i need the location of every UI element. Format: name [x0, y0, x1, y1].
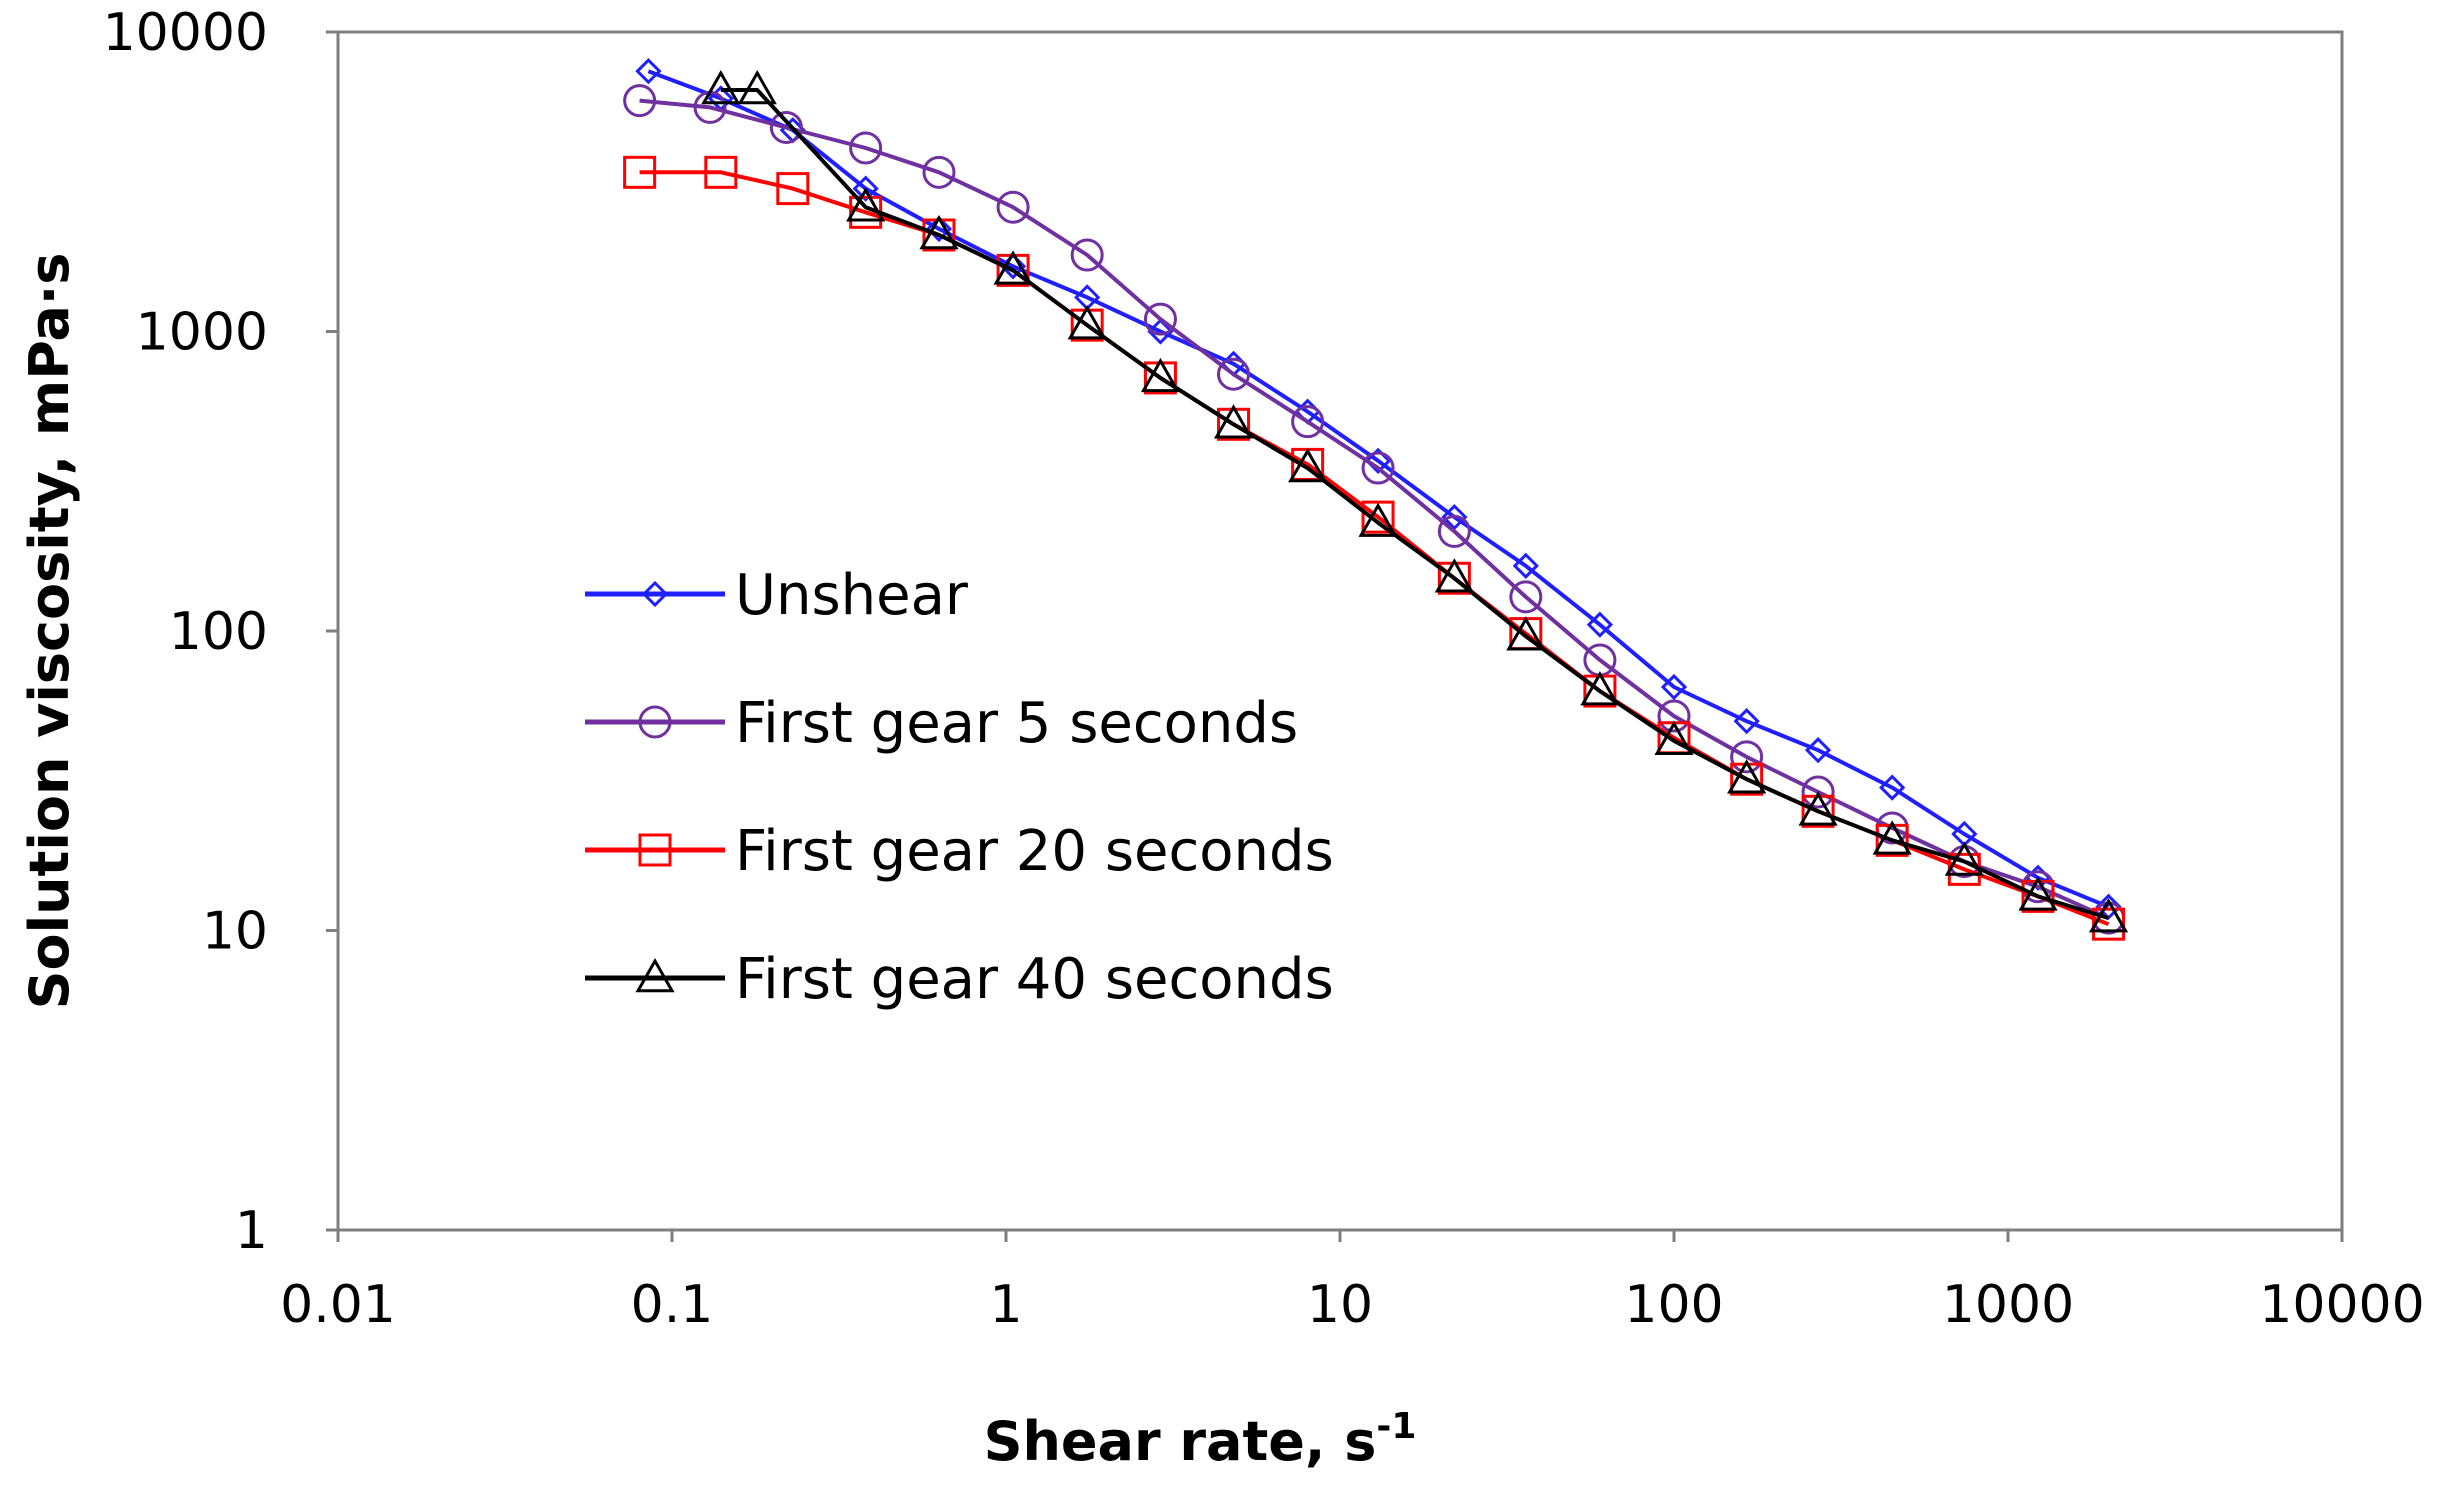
data-point	[1361, 500, 1395, 534]
y-tick-label: 100	[169, 602, 268, 662]
data-point	[1657, 699, 1691, 733]
legend-entry: Unshear	[585, 563, 969, 628]
data-point	[1509, 580, 1543, 614]
data-point	[1798, 791, 1838, 826]
y-axis: 1 10 100 1000 10000	[103, 3, 338, 1261]
data-point	[1361, 451, 1395, 485]
data-point	[769, 110, 803, 144]
data-point	[2018, 876, 2058, 911]
legend-marker	[638, 833, 672, 867]
x-axis-title-superscript: -1	[1376, 1406, 1416, 1447]
data-point	[922, 155, 956, 189]
data-point	[1147, 318, 1174, 345]
data-point	[2092, 907, 2126, 941]
x-axis-title: Shear rate, s-1	[984, 1406, 1417, 1473]
x-tick-label: 10000	[2259, 1275, 2424, 1335]
data-point	[623, 155, 657, 189]
series-2	[623, 84, 2126, 935]
data-point	[1364, 447, 1392, 474]
data-point	[2088, 898, 2129, 933]
data-point	[1213, 404, 1254, 439]
data-point	[1730, 740, 1764, 774]
legend-marker	[641, 580, 669, 608]
data-point	[849, 131, 883, 165]
plot-border	[336, 30, 2344, 1232]
data-point	[919, 214, 959, 250]
data-point	[704, 155, 738, 189]
legend-label: First gear 20 seconds	[735, 819, 1334, 884]
legend-marker	[638, 705, 672, 739]
series-1	[635, 58, 2122, 920]
data-point	[1733, 708, 1760, 735]
x-tick-label: 0.01	[280, 1275, 396, 1335]
data-point	[1441, 504, 1468, 531]
data-point	[1143, 302, 1177, 336]
data-point	[1217, 357, 1251, 391]
y-tick-label: 10	[202, 902, 268, 962]
series-layer	[623, 58, 2129, 941]
series-4	[701, 70, 2129, 933]
data-point	[623, 84, 657, 118]
data-point	[1140, 357, 1181, 393]
data-point	[1067, 305, 1107, 340]
y-axis-title: Solution viscosity, mPa·s	[18, 253, 81, 1010]
x-tick-label: 10	[1307, 1275, 1373, 1335]
y-tick-label: 1000	[136, 303, 268, 363]
series-line	[647, 69, 2110, 909]
data-point	[999, 253, 1027, 280]
data-point	[1801, 775, 1835, 809]
data-point	[1727, 759, 1767, 794]
data-point	[1879, 774, 1906, 801]
x-tick-label: 0.1	[631, 1275, 714, 1335]
data-point	[846, 187, 886, 222]
y-tick-label: 10000	[103, 3, 268, 63]
legend-marker	[635, 957, 675, 993]
data-point	[1804, 737, 1832, 764]
legend-label: Unshear	[735, 563, 969, 628]
data-point	[1660, 673, 1688, 701]
data-point	[996, 190, 1030, 224]
legend: Unshear First gear 5 seconds First gear 20…	[585, 563, 1334, 1012]
legend-entry: First gear 5 seconds	[585, 691, 1298, 756]
data-point	[1434, 558, 1474, 593]
series-line	[639, 170, 2110, 927]
data-point	[1291, 405, 1325, 439]
x-tick-label: 1000	[1942, 1275, 2074, 1335]
data-point	[1437, 514, 1471, 548]
data-point	[852, 175, 879, 202]
x-tick-label: 100	[1624, 1275, 1723, 1335]
x-axis: 0.01 0.1 1 10 100 1000 10000	[280, 1230, 2425, 1335]
x-tick-label: 1	[989, 1275, 1022, 1335]
legend-entry: First gear 20 seconds	[585, 819, 1334, 884]
plot-area	[336, 30, 2344, 1232]
series-line	[639, 98, 2110, 920]
data-point	[635, 58, 662, 85]
data-point	[1358, 502, 1398, 537]
legend-label: First gear 40 seconds	[735, 947, 1334, 1012]
data-point	[1654, 720, 1694, 756]
data-point	[737, 70, 777, 105]
data-point	[1512, 552, 1539, 579]
data-point	[925, 215, 953, 243]
y-tick-label: 1	[235, 1201, 268, 1261]
data-point	[1070, 238, 1104, 272]
legend-label: First gear 5 seconds	[735, 691, 1298, 756]
data-point	[1586, 611, 1614, 638]
data-point	[1506, 616, 1546, 651]
data-point	[1288, 448, 1328, 483]
data-point	[1580, 671, 1620, 706]
legend-entry: First gear 40 seconds	[585, 947, 1334, 1012]
data-point	[1944, 841, 1984, 876]
data-point	[1872, 820, 1912, 855]
data-point	[701, 70, 741, 105]
data-point	[776, 172, 810, 206]
data-point	[993, 250, 1033, 285]
